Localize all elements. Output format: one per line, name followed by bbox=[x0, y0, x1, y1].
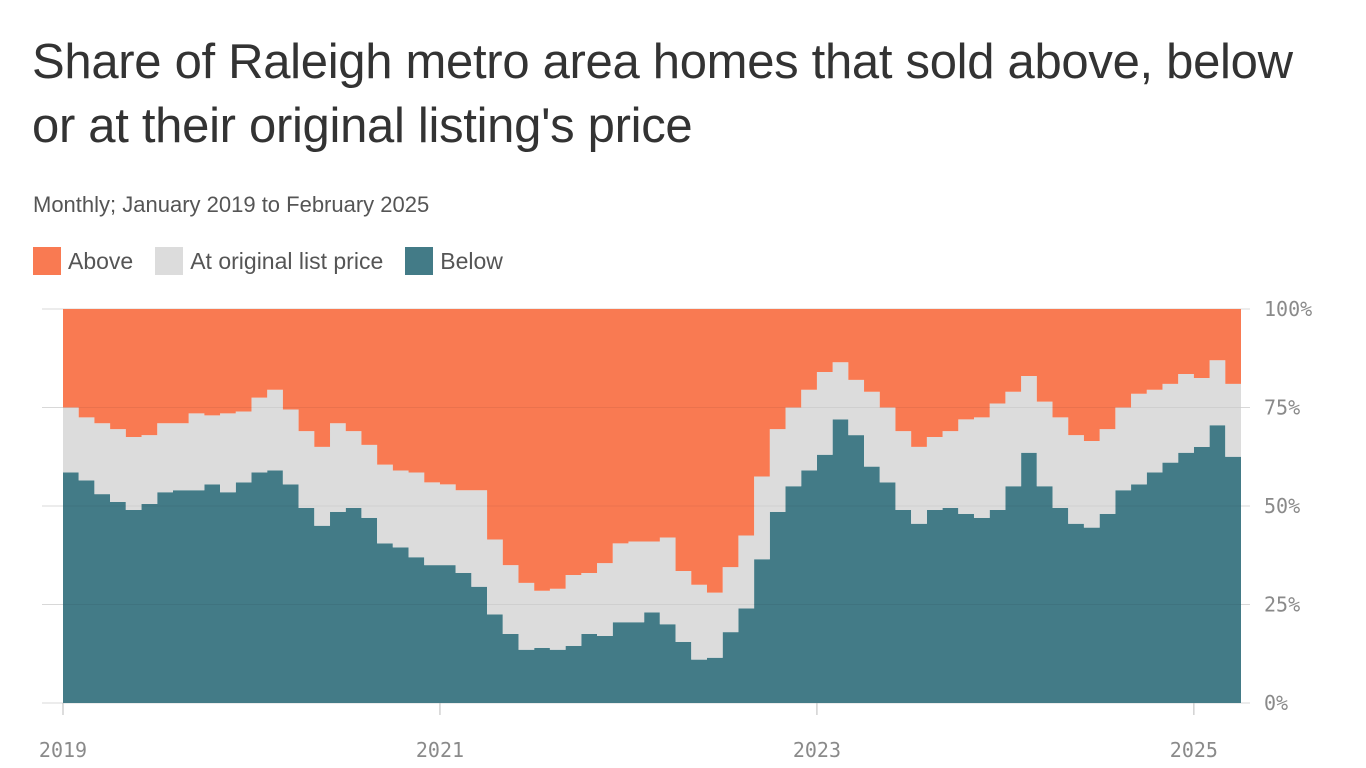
y-tick-label: 75% bbox=[1264, 396, 1300, 420]
legend-swatch-below bbox=[405, 247, 434, 275]
axis-labels: 0% 25% 50% 75% 100% 2019 2021 2023 2025 bbox=[39, 297, 1312, 762]
legend: Above At original list price Below bbox=[33, 247, 525, 275]
y-tick-label: 25% bbox=[1264, 593, 1300, 617]
chart-title: Share of Raleigh metro area homes that s… bbox=[32, 35, 1293, 153]
legend-item-below: Below bbox=[405, 247, 503, 275]
x-tick-label: 2023 bbox=[793, 738, 841, 762]
chart-subtitle: Monthly; January 2019 to February 2025 bbox=[33, 192, 430, 217]
area-at bbox=[63, 360, 1241, 660]
area-above bbox=[63, 309, 1241, 593]
x-tick-label: 2025 bbox=[1170, 738, 1218, 762]
legend-item-above: Above bbox=[33, 247, 133, 275]
y-tick-label: 0% bbox=[1264, 691, 1288, 715]
y-tick-label: 100% bbox=[1264, 297, 1312, 321]
legend-label-below: Below bbox=[440, 247, 503, 274]
legend-item-at: At original list price bbox=[155, 247, 383, 275]
y-tick-label: 50% bbox=[1264, 494, 1300, 518]
legend-swatch-at bbox=[155, 247, 184, 275]
legend-swatch-above bbox=[33, 247, 61, 275]
x-tick-label: 2019 bbox=[39, 738, 87, 762]
area-series bbox=[63, 309, 1241, 703]
legend-label-at: At original list price bbox=[190, 247, 384, 274]
x-tick-label: 2021 bbox=[416, 738, 464, 762]
area-below bbox=[63, 419, 1241, 703]
legend-label-above: Above bbox=[68, 247, 134, 274]
